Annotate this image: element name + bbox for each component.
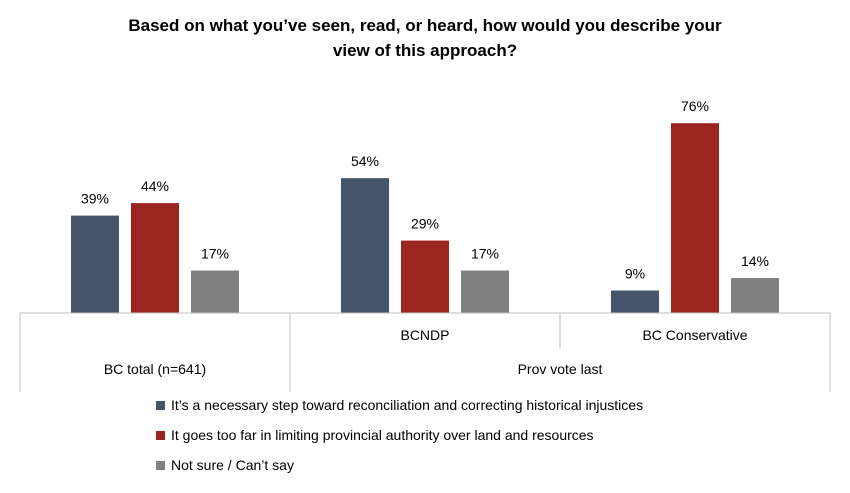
legend-label-1: It’s a necessary step toward reconciliat…: [171, 397, 643, 413]
data-label-1-2: 44%: [141, 178, 169, 194]
bars: [71, 123, 779, 313]
tick-label-2: BCNDP: [400, 327, 449, 343]
legend-swatch-1: [156, 401, 165, 410]
legend-item-1: It’s a necessary step toward reconciliat…: [156, 397, 643, 413]
group-label: Prov vote last: [518, 361, 603, 377]
chart-title-line-1: Based on what you’ve seen, read, or hear…: [128, 16, 722, 35]
bar-1-1: [71, 215, 119, 313]
bar-3-1: [611, 290, 659, 313]
data-label-1-1: 39%: [81, 191, 109, 207]
bar-3-3: [731, 278, 779, 313]
bar-2-1: [341, 178, 389, 313]
legend-swatch-2: [156, 431, 165, 440]
legend-label-3: Not sure / Can’t say: [171, 457, 294, 473]
bar-2-3: [461, 270, 509, 313]
data-label-3-1: 9%: [625, 266, 645, 282]
data-label-3-3: 14%: [741, 253, 769, 269]
data-label-2-2: 29%: [411, 216, 439, 232]
legend: It’s a necessary step toward reconciliat…: [156, 397, 643, 473]
data-label-2-1: 54%: [351, 153, 379, 169]
tick-label-3: BC Conservative: [642, 327, 747, 343]
data-label-1-3: 17%: [201, 246, 229, 262]
legend-item-2: It goes too far in limiting provincial a…: [156, 427, 594, 443]
bar-3-2: [671, 123, 719, 313]
data-label-2-3: 17%: [471, 246, 499, 262]
bar-1-3: [191, 270, 239, 313]
bar-1-2: [131, 203, 179, 313]
chart-title: Based on what you’ve seen, read, or hear…: [128, 16, 722, 60]
tick-label-1: BC total (n=641): [104, 361, 206, 377]
legend-item-3: Not sure / Can’t say: [156, 457, 294, 473]
bar-2-2: [401, 240, 449, 313]
chart-title-line-2: view of this approach?: [333, 41, 517, 60]
category-axis: BC total (n=641) BCNDP BC Conservative Prov…: [19, 312, 831, 392]
legend-label-2: It goes too far in limiting provincial a…: [171, 427, 594, 443]
legend-swatch-3: [156, 461, 165, 470]
data-label-3-2: 76%: [681, 98, 709, 114]
data-labels: 39% 44% 17% 54% 29% 17% 9% 76% 14%: [81, 98, 769, 281]
